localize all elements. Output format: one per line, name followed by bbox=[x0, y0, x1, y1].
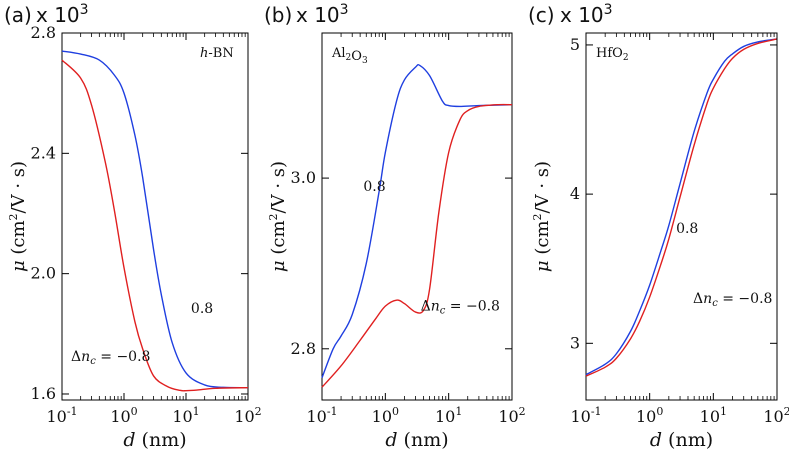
y-axis-label: μ (cm2/V · s) bbox=[267, 161, 289, 272]
y-tick-label: 2.4 bbox=[31, 143, 56, 162]
x-tick-label: 100 bbox=[372, 405, 399, 426]
panel-2: 10-1 100 101 102 2.8 3.0 (b) x 103 Al2O3 0.8 Δnc =… bbox=[264, 2, 526, 451]
series-line-blue bbox=[321, 64, 513, 379]
annotation-0-8: 0.8 bbox=[363, 179, 385, 195]
x-axis-label: d (nm) bbox=[385, 429, 448, 451]
x-tick-label: 101 bbox=[435, 405, 462, 426]
y-tick-label: 2.8 bbox=[31, 23, 56, 42]
panel-label: (b) bbox=[264, 3, 292, 27]
y-tick-label: 3 bbox=[570, 333, 580, 352]
x-axis-label: d (nm) bbox=[650, 429, 713, 451]
plot-frame bbox=[321, 32, 513, 401]
y-axis-label: μ (cm2/V · s) bbox=[531, 161, 553, 272]
material-label: Al2O3 bbox=[331, 46, 368, 66]
panel-3: 10-1 100 101 102 3 4 5 (c) x 103 HfO2 0.8 Δnc = −0.… bbox=[528, 2, 789, 451]
x-tick-label: 101 bbox=[172, 405, 199, 426]
plot-frame bbox=[585, 32, 778, 401]
axis-multiplier: x 103 bbox=[560, 2, 613, 27]
series-line-red bbox=[321, 103, 513, 388]
panel-label: (a) bbox=[4, 3, 32, 27]
axis-multiplier: x 103 bbox=[296, 2, 349, 27]
axis-multiplier: x 103 bbox=[36, 2, 89, 27]
y-tick-label: 3.0 bbox=[291, 168, 316, 187]
annotation-0-8: 0.8 bbox=[191, 301, 213, 317]
series-line-red bbox=[61, 59, 249, 392]
x-tick-label: 102 bbox=[498, 405, 525, 426]
x-tick-label: 100 bbox=[110, 405, 137, 426]
x-tick-label: 100 bbox=[636, 405, 663, 426]
x-tick-label: 102 bbox=[234, 405, 261, 426]
panel-label: (c) bbox=[528, 3, 555, 27]
series-line-red bbox=[585, 38, 778, 377]
series-line-blue bbox=[61, 50, 249, 389]
annotation-delta-nc: Δnc = −0.8 bbox=[693, 291, 772, 309]
y-tick-label: 1.6 bbox=[31, 384, 56, 403]
y-tick-label: 4 bbox=[570, 184, 580, 203]
y-tick-label: 2.0 bbox=[31, 264, 56, 283]
y-tick-label: 5 bbox=[570, 35, 580, 54]
x-tick-label: 10-1 bbox=[46, 405, 77, 426]
x-tick-label: 101 bbox=[700, 405, 727, 426]
x-tick-label: 102 bbox=[763, 405, 789, 426]
annotation-0-8: 0.8 bbox=[676, 221, 698, 237]
x-tick-label: 10-1 bbox=[570, 405, 601, 426]
series-line-blue bbox=[585, 38, 778, 376]
plot-frame bbox=[61, 32, 249, 401]
material-label: HfO2 bbox=[596, 46, 629, 63]
y-axis-label: μ (cm2/V · s) bbox=[7, 161, 29, 272]
panel-1: 10-1 100 101 102 1.6 2.0 2.4 2.8(a) x 103 h-BN 0.8… bbox=[4, 2, 262, 451]
annotation-delta-nc: Δnc = −0.8 bbox=[421, 298, 500, 316]
annotation-delta-nc: Δnc = −0.8 bbox=[71, 349, 150, 367]
y-tick-label: 2.8 bbox=[291, 339, 316, 358]
x-axis-label: d (nm) bbox=[123, 429, 186, 451]
material-label: h-BN bbox=[200, 46, 234, 61]
x-tick-label: 10-1 bbox=[306, 405, 337, 426]
